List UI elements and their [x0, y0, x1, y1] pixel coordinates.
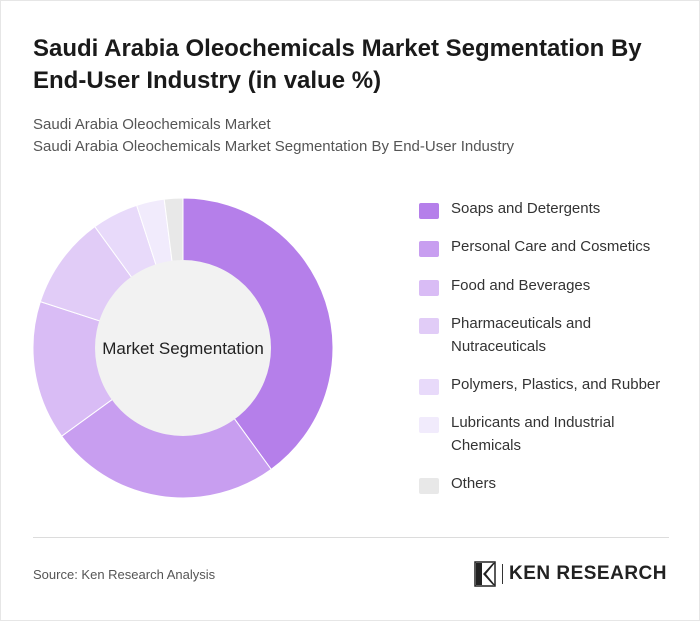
legend-item: Soaps and Detergents	[419, 197, 689, 220]
brand-logo: KEN RESEARCH	[474, 561, 667, 587]
legend-label: Polymers, Plastics, and Rubber	[451, 376, 661, 393]
chart-subtitle: Saudi Arabia Oleochemicals Market Saudi …	[33, 114, 673, 158]
subtitle-line-2: Saudi Arabia Oleochemicals Market Segmen…	[33, 138, 515, 155]
legend-label: Pharmaceuticals and Nutraceuticals	[451, 315, 592, 355]
legend-item: Polymers, Plastics, and Rubber	[419, 373, 689, 396]
legend-label: Lubricants and Industrial Chemicals	[451, 414, 615, 454]
legend-swatch	[419, 280, 439, 296]
legend-swatch	[419, 203, 439, 219]
legend-swatch	[419, 417, 439, 433]
donut-chart: Market Segmentation	[32, 197, 334, 499]
source-note: Source: Ken Research Analysis	[33, 567, 216, 582]
legend-label: Soaps and Detergents	[451, 200, 601, 217]
legend-label: Others	[451, 475, 497, 492]
chart-title: Saudi Arabia Oleochemicals Market Segmen…	[33, 35, 642, 94]
subtitle-line-1: Saudi Arabia Oleochemicals Market	[33, 116, 271, 133]
legend-item: Food and Beverages	[419, 274, 689, 297]
legend-label: Personal Care and Cosmetics	[451, 238, 651, 255]
brand-separator	[501, 564, 503, 584]
legend-swatch	[419, 241, 439, 257]
legend-item: Personal Care and Cosmetics	[419, 235, 689, 258]
center-label: Market Segmentation	[102, 339, 264, 358]
donut-hole	[95, 260, 271, 436]
legend-item: Pharmaceuticals and Nutraceuticals	[419, 312, 689, 358]
legend-swatch	[419, 379, 439, 395]
brand-name: KEN RESEARCH	[508, 563, 667, 584]
legend-label: Food and Beverages	[451, 277, 591, 294]
legend-item: Others	[419, 472, 689, 495]
legend-item: Lubricants and Industrial Chemicals	[419, 411, 689, 457]
legend-swatch	[419, 318, 439, 334]
legend-swatch	[419, 478, 439, 494]
footer-divider	[33, 537, 669, 538]
ken-research-logo-icon	[474, 561, 496, 587]
